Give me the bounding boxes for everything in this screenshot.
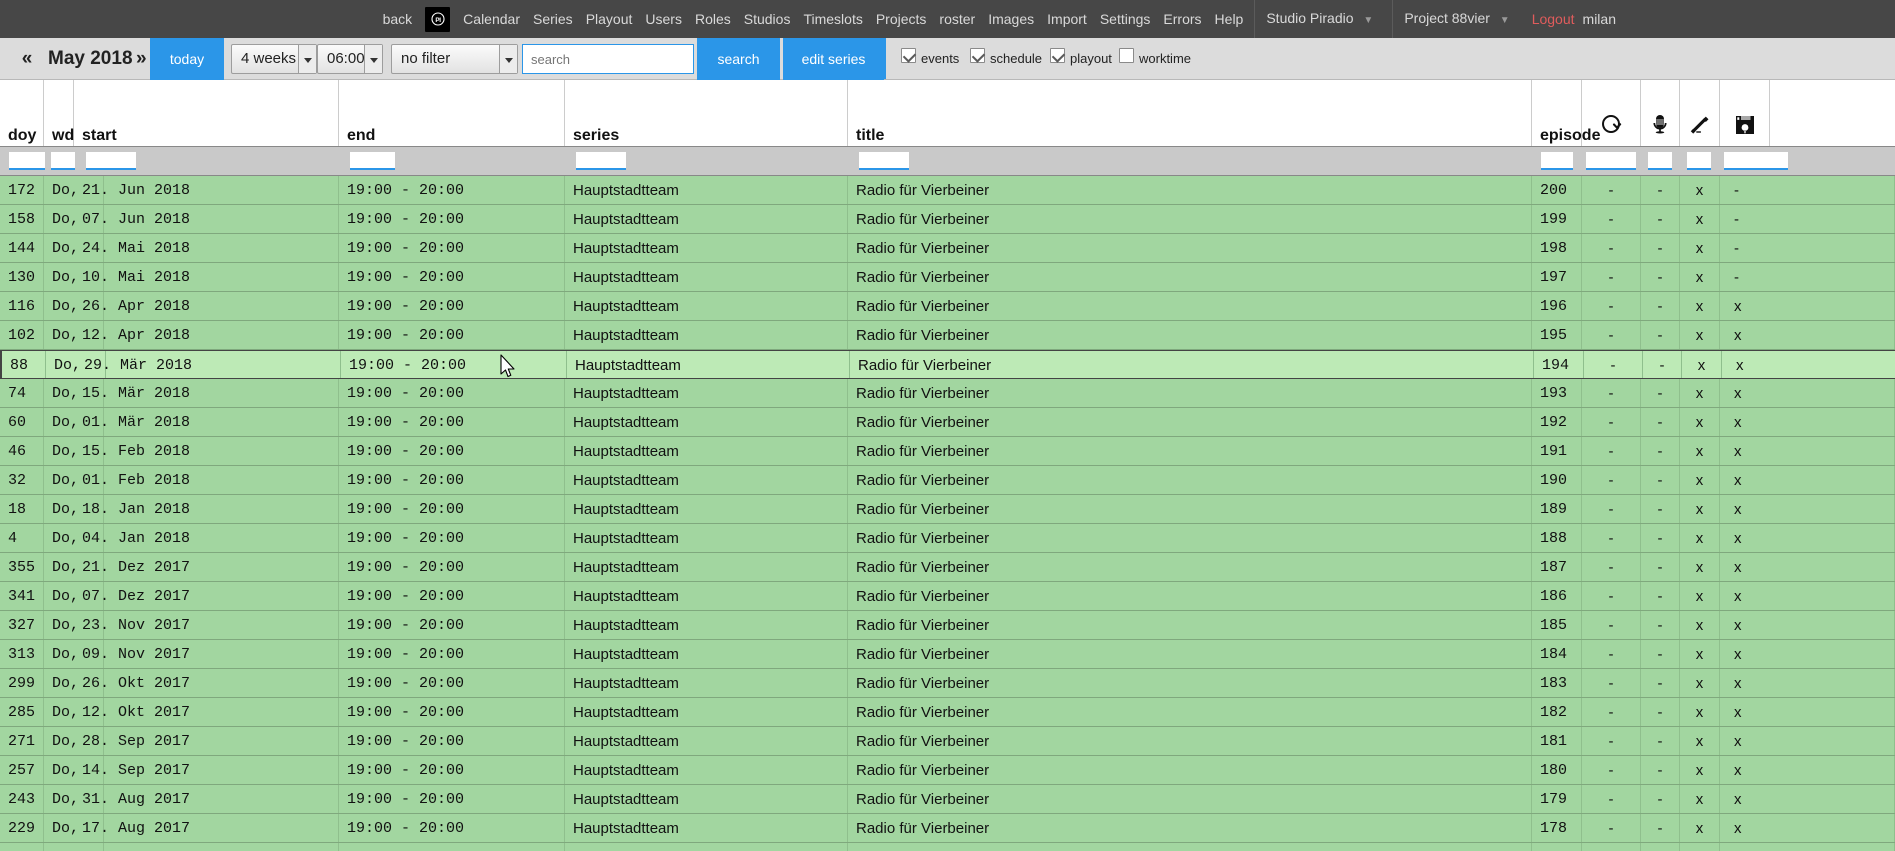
svg-text:PI: PI [435,17,441,24]
